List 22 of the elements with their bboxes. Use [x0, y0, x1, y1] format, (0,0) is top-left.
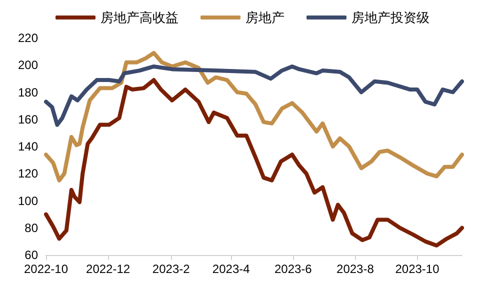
y-tick-label: 80 — [24, 220, 38, 235]
legend-label: 房地产 — [246, 10, 284, 25]
x-tick-label: 2023-4 — [212, 262, 250, 276]
x-tick-label: 2023-2 — [152, 262, 190, 276]
x-tick-label: 2023-6 — [274, 262, 312, 276]
x-tick-label: 2023-8 — [336, 262, 374, 276]
line-series — [44, 64, 464, 127]
y-tick-label: 140 — [18, 140, 38, 154]
y-tick-label: 200 — [18, 58, 38, 72]
line-series — [44, 50, 464, 182]
y-tick-label: 220 — [18, 31, 38, 45]
line-series — [44, 78, 464, 248]
y-tick-label: 100 — [18, 194, 38, 208]
y-tick-label: 160 — [18, 112, 38, 126]
x-tick-label: 2022-12 — [86, 262, 130, 276]
y-tick-label: 180 — [18, 85, 38, 100]
x-tick-label: 2022-10 — [24, 262, 68, 276]
legend-label: 房地产高收益 — [100, 10, 178, 25]
y-tick-label: 60 — [24, 248, 38, 262]
x-tick-label: 2023-10 — [395, 262, 440, 276]
legend-label: 房地产投资级 — [352, 10, 430, 25]
y-tick-label: 120 — [18, 166, 38, 181]
